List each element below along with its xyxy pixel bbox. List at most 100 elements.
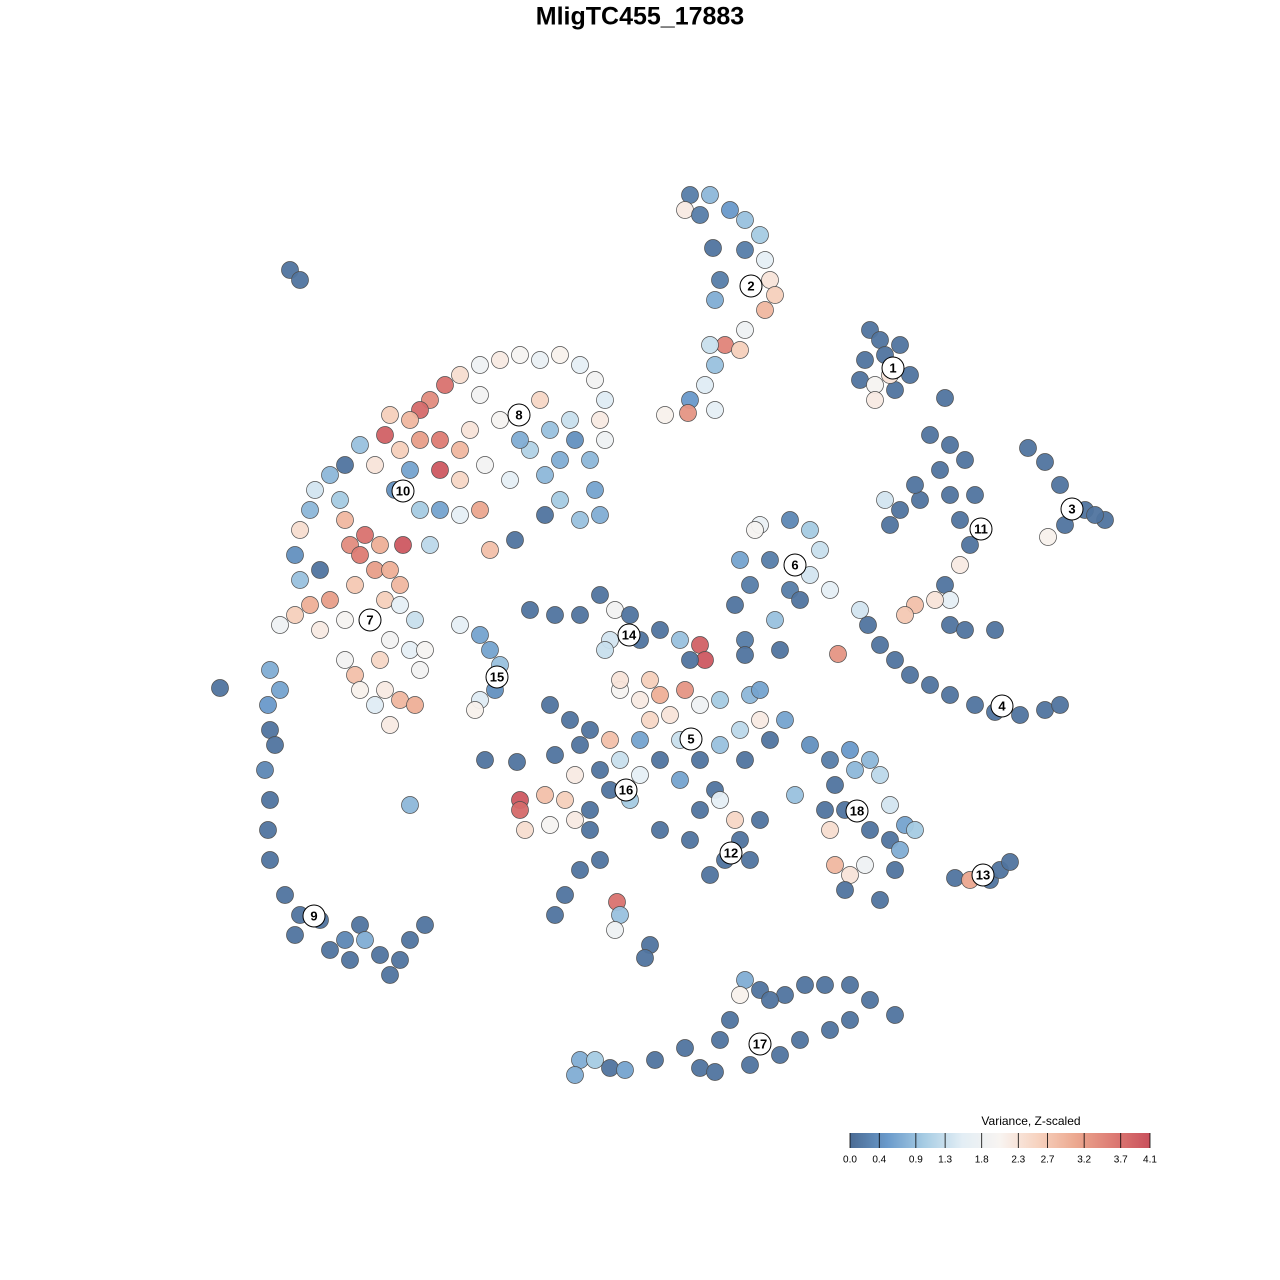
point [571, 356, 589, 374]
point [306, 481, 324, 499]
point [276, 886, 294, 904]
point [611, 751, 629, 769]
point [661, 706, 679, 724]
point [391, 951, 409, 969]
point [961, 536, 979, 554]
point [271, 616, 289, 634]
point [651, 621, 669, 639]
point [871, 636, 889, 654]
cluster-label-bg [617, 623, 641, 647]
point [836, 881, 854, 899]
point [651, 686, 669, 704]
point [861, 751, 879, 769]
point [356, 931, 374, 949]
point [756, 301, 774, 319]
point [331, 491, 349, 509]
point [401, 796, 419, 814]
point [301, 501, 319, 519]
point [261, 851, 279, 869]
point [536, 466, 554, 484]
point [351, 916, 369, 934]
point [651, 751, 669, 769]
point [536, 506, 554, 524]
point [476, 456, 494, 474]
point [451, 471, 469, 489]
point [631, 691, 649, 709]
point [301, 596, 319, 614]
point [411, 501, 429, 519]
point [721, 201, 739, 219]
point [871, 766, 889, 784]
point [366, 561, 384, 579]
point [541, 696, 559, 714]
cluster-label: 1 [889, 360, 896, 375]
point [266, 736, 284, 754]
point [816, 976, 834, 994]
point [601, 1059, 619, 1077]
point [731, 721, 749, 739]
point [416, 916, 434, 934]
cluster-label: 6 [791, 557, 798, 572]
point [656, 406, 674, 424]
colorbar-tick-label: 1.3 [938, 1155, 952, 1166]
point [351, 681, 369, 699]
colorbar-tick-label: 2.7 [1041, 1155, 1055, 1166]
point [711, 1031, 729, 1049]
point [821, 821, 839, 839]
point [591, 851, 609, 869]
point [826, 856, 844, 874]
point [416, 641, 434, 659]
point [771, 1046, 789, 1064]
point [491, 411, 509, 429]
point [1086, 506, 1104, 524]
cluster-label: 9 [310, 908, 317, 923]
point [679, 404, 697, 422]
colorbar-tick-label: 0.0 [843, 1155, 857, 1166]
point [641, 711, 659, 729]
point [736, 751, 754, 769]
point [676, 1039, 694, 1057]
point [1051, 696, 1069, 714]
point [791, 591, 809, 609]
cluster-label-bg [614, 778, 638, 802]
cluster-label-bg [748, 1032, 772, 1056]
point [571, 736, 589, 754]
point [966, 486, 984, 504]
point [941, 616, 959, 634]
point [431, 461, 449, 479]
point [761, 731, 779, 749]
point [816, 801, 834, 819]
point [1001, 853, 1019, 871]
point [801, 736, 819, 754]
point [421, 536, 439, 554]
cluster-label: 10 [396, 483, 410, 498]
point [956, 451, 974, 469]
point [571, 511, 589, 529]
point [336, 456, 354, 474]
cluster-label-bg [783, 553, 807, 577]
point [1011, 706, 1029, 724]
point [491, 351, 509, 369]
point [431, 431, 449, 449]
point [371, 651, 389, 669]
point [861, 991, 879, 1009]
point [906, 821, 924, 839]
point [381, 406, 399, 424]
cluster-label: 14 [622, 627, 637, 642]
point [601, 731, 619, 749]
cluster-label-bg [1060, 497, 1084, 521]
colorbar-tick-label: 3.2 [1077, 1155, 1091, 1166]
colorbar-tick-label: 2.3 [1011, 1155, 1025, 1166]
cluster-label: 4 [998, 698, 1006, 713]
point [691, 751, 709, 769]
colorbar-gradient [850, 1133, 1150, 1148]
point [616, 1061, 634, 1079]
point [336, 931, 354, 949]
cluster-label: 13 [976, 867, 990, 882]
cluster-label-bg [881, 356, 905, 380]
point [481, 641, 499, 659]
point [1036, 701, 1054, 719]
point [461, 421, 479, 439]
point [571, 606, 589, 624]
point [436, 376, 454, 394]
